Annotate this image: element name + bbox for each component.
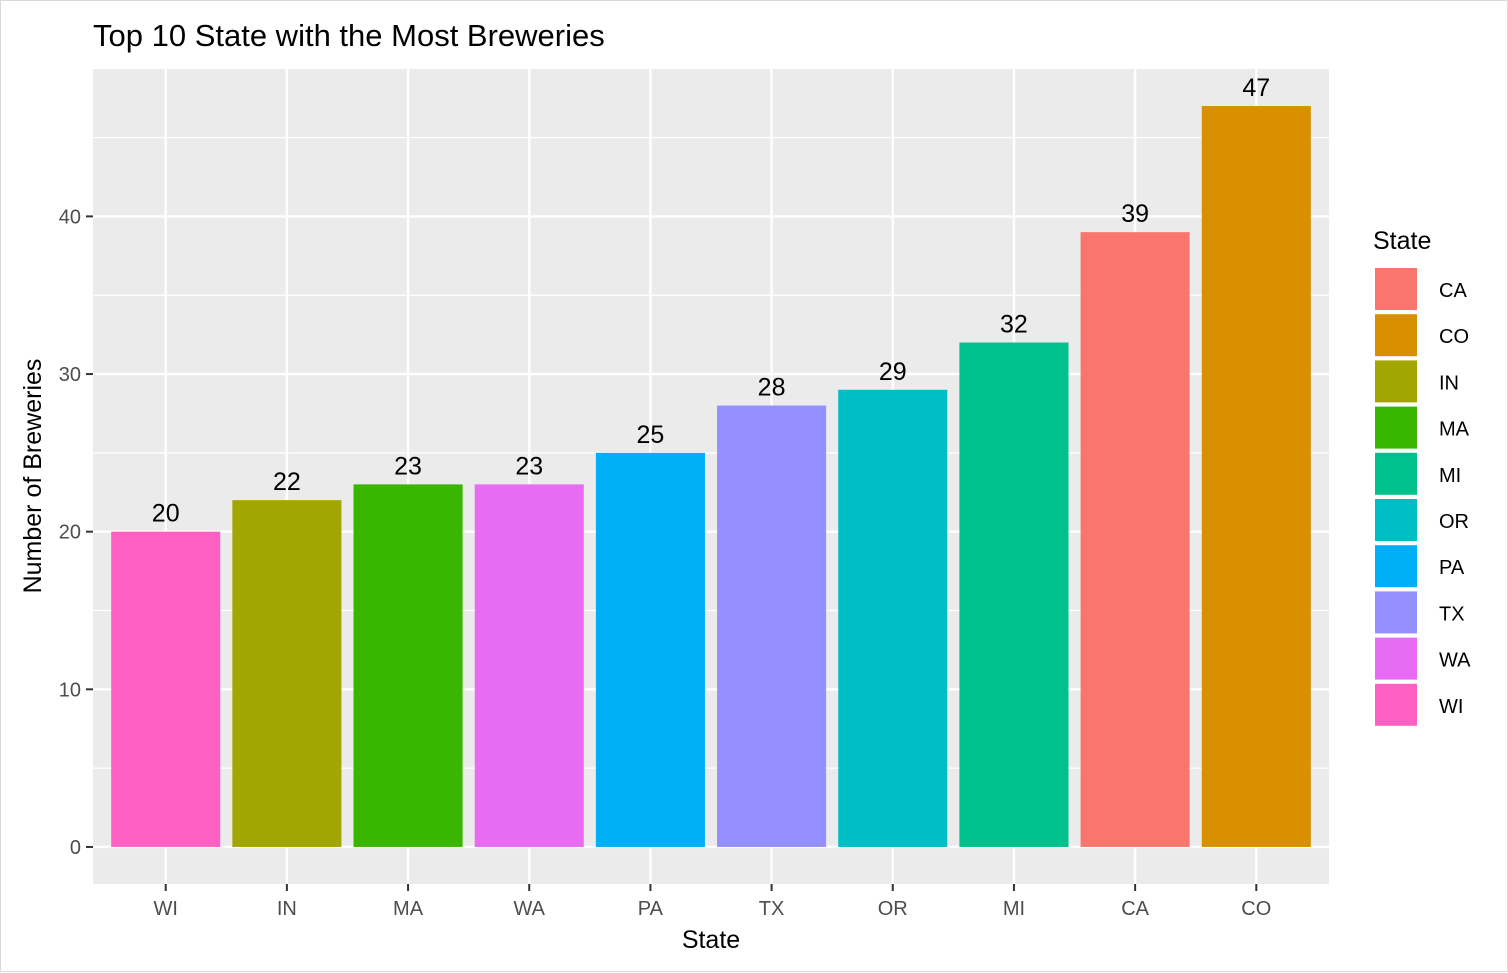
bar-in bbox=[232, 500, 342, 847]
x-tick-label: TX bbox=[759, 898, 785, 920]
x-axis: WI IN MA WA PA TX OR MI CA CO bbox=[153, 884, 1271, 920]
legend-swatch-ca bbox=[1375, 268, 1417, 310]
y-axis-title: Number of Breweries bbox=[19, 359, 47, 594]
y-tick-label: 0 bbox=[70, 837, 81, 859]
legend-swatch-in bbox=[1375, 360, 1417, 403]
bar-ca bbox=[1080, 232, 1190, 847]
x-tick-label: CO bbox=[1241, 898, 1271, 920]
legend-label: WI bbox=[1439, 696, 1463, 718]
bar-co bbox=[1201, 106, 1311, 847]
bar-value-label: 20 bbox=[152, 500, 180, 528]
y-tick-label: 20 bbox=[59, 522, 81, 544]
legend-items: CA CO IN MA MI OR PA TX WA WI bbox=[1375, 268, 1471, 726]
legend-label: IN bbox=[1439, 372, 1459, 394]
legend-swatch-co bbox=[1375, 314, 1417, 357]
bar-value-label: 29 bbox=[879, 358, 907, 386]
bar-mi bbox=[959, 342, 1069, 847]
legend-swatch-tx bbox=[1375, 591, 1417, 634]
x-tick-label: CA bbox=[1121, 898, 1149, 920]
legend-label: CA bbox=[1439, 280, 1467, 302]
bar-value-label: 23 bbox=[515, 452, 543, 480]
legend-swatch-wa bbox=[1375, 637, 1417, 680]
y-tick-label: 10 bbox=[59, 679, 81, 701]
legend-swatch-ma bbox=[1375, 406, 1417, 449]
legend-swatch-wi bbox=[1375, 683, 1417, 726]
bar-value-label: 47 bbox=[1242, 74, 1270, 102]
legend: State CA CO IN MA MI OR PA TX WA WI bbox=[1373, 227, 1471, 726]
bar-value-label: 22 bbox=[273, 468, 301, 496]
legend-label: WA bbox=[1439, 650, 1471, 672]
x-tick-label: PA bbox=[638, 898, 664, 920]
legend-swatch-mi bbox=[1375, 452, 1417, 495]
y-tick-label: 30 bbox=[59, 364, 81, 386]
bar-value-label: 39 bbox=[1121, 200, 1149, 228]
bar-value-label: 32 bbox=[1000, 311, 1028, 339]
chart-title: Top 10 State with the Most Breweries bbox=[93, 18, 605, 53]
x-tick-label: WA bbox=[513, 898, 545, 920]
x-tick-label: IN bbox=[277, 898, 297, 920]
bar-value-labels: 20 22 23 23 25 28 29 32 39 47 bbox=[152, 74, 1270, 528]
bar-or bbox=[838, 389, 948, 847]
y-tick-label: 40 bbox=[59, 206, 81, 228]
x-tick-label: MA bbox=[393, 898, 424, 920]
x-axis-title: State bbox=[682, 926, 740, 954]
bar-value-label: 25 bbox=[637, 421, 665, 449]
legend-title: State bbox=[1373, 227, 1431, 255]
x-tick-label: WI bbox=[153, 898, 177, 920]
legend-label: OR bbox=[1439, 511, 1469, 533]
y-axis: 0 10 20 30 40 bbox=[59, 206, 93, 859]
legend-label: TX bbox=[1439, 603, 1465, 625]
x-tick-label: OR bbox=[878, 898, 908, 920]
x-tick-label: MI bbox=[1003, 898, 1025, 920]
bar-value-label: 28 bbox=[758, 374, 786, 402]
legend-label: MI bbox=[1439, 465, 1461, 487]
legend-label: MA bbox=[1439, 419, 1470, 441]
legend-swatch-pa bbox=[1375, 545, 1417, 588]
bar-ma bbox=[353, 484, 463, 847]
bar-wi bbox=[111, 531, 221, 847]
bar-tx bbox=[717, 405, 827, 847]
legend-label: CO bbox=[1439, 326, 1469, 348]
bar-wa bbox=[474, 484, 584, 847]
bars bbox=[111, 106, 1311, 847]
bar-value-label: 23 bbox=[394, 452, 422, 480]
bar-pa bbox=[595, 452, 705, 847]
legend-label: PA bbox=[1439, 557, 1465, 579]
legend-swatch-or bbox=[1375, 499, 1417, 541]
